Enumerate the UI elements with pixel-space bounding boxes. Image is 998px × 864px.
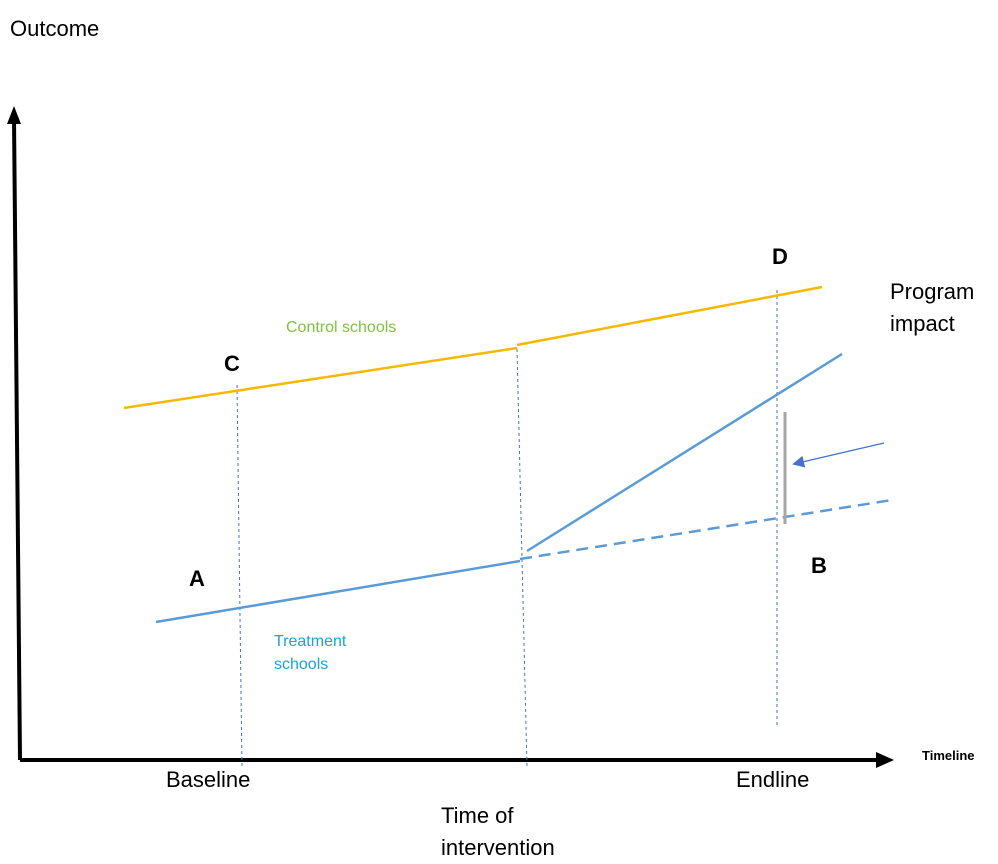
y-axis-title: Outcome xyxy=(10,16,100,41)
y-axis-arrowhead xyxy=(7,106,21,124)
treatment-schools-label: Treatment schools xyxy=(274,633,347,674)
control-line-post xyxy=(516,285,823,347)
control-schools-label: Control schools xyxy=(286,319,397,336)
endline-tick-label: Endline xyxy=(736,767,810,792)
y-axis xyxy=(12,117,22,761)
intervention-tick-label: Time of intervention xyxy=(441,803,555,860)
point-d-label: D xyxy=(772,244,788,269)
program-impact-arrow xyxy=(792,442,885,468)
treatment-line-post xyxy=(526,352,843,553)
baseline-guide-line xyxy=(236,384,243,769)
baseline-tick-label: Baseline xyxy=(166,767,251,792)
intervention-guide-line xyxy=(516,348,528,769)
x-axis-arrowhead xyxy=(876,752,894,768)
control-line-pre xyxy=(123,346,518,410)
x-axis-title: Timeline xyxy=(922,748,975,763)
point-a-label: A xyxy=(189,566,205,591)
program-impact-label: Program impact xyxy=(890,279,975,336)
treatment-line-pre xyxy=(155,559,521,624)
point-c-label: C xyxy=(224,351,240,376)
treatment-counterfactual-line xyxy=(519,498,893,561)
point-b-label: B xyxy=(811,553,827,578)
